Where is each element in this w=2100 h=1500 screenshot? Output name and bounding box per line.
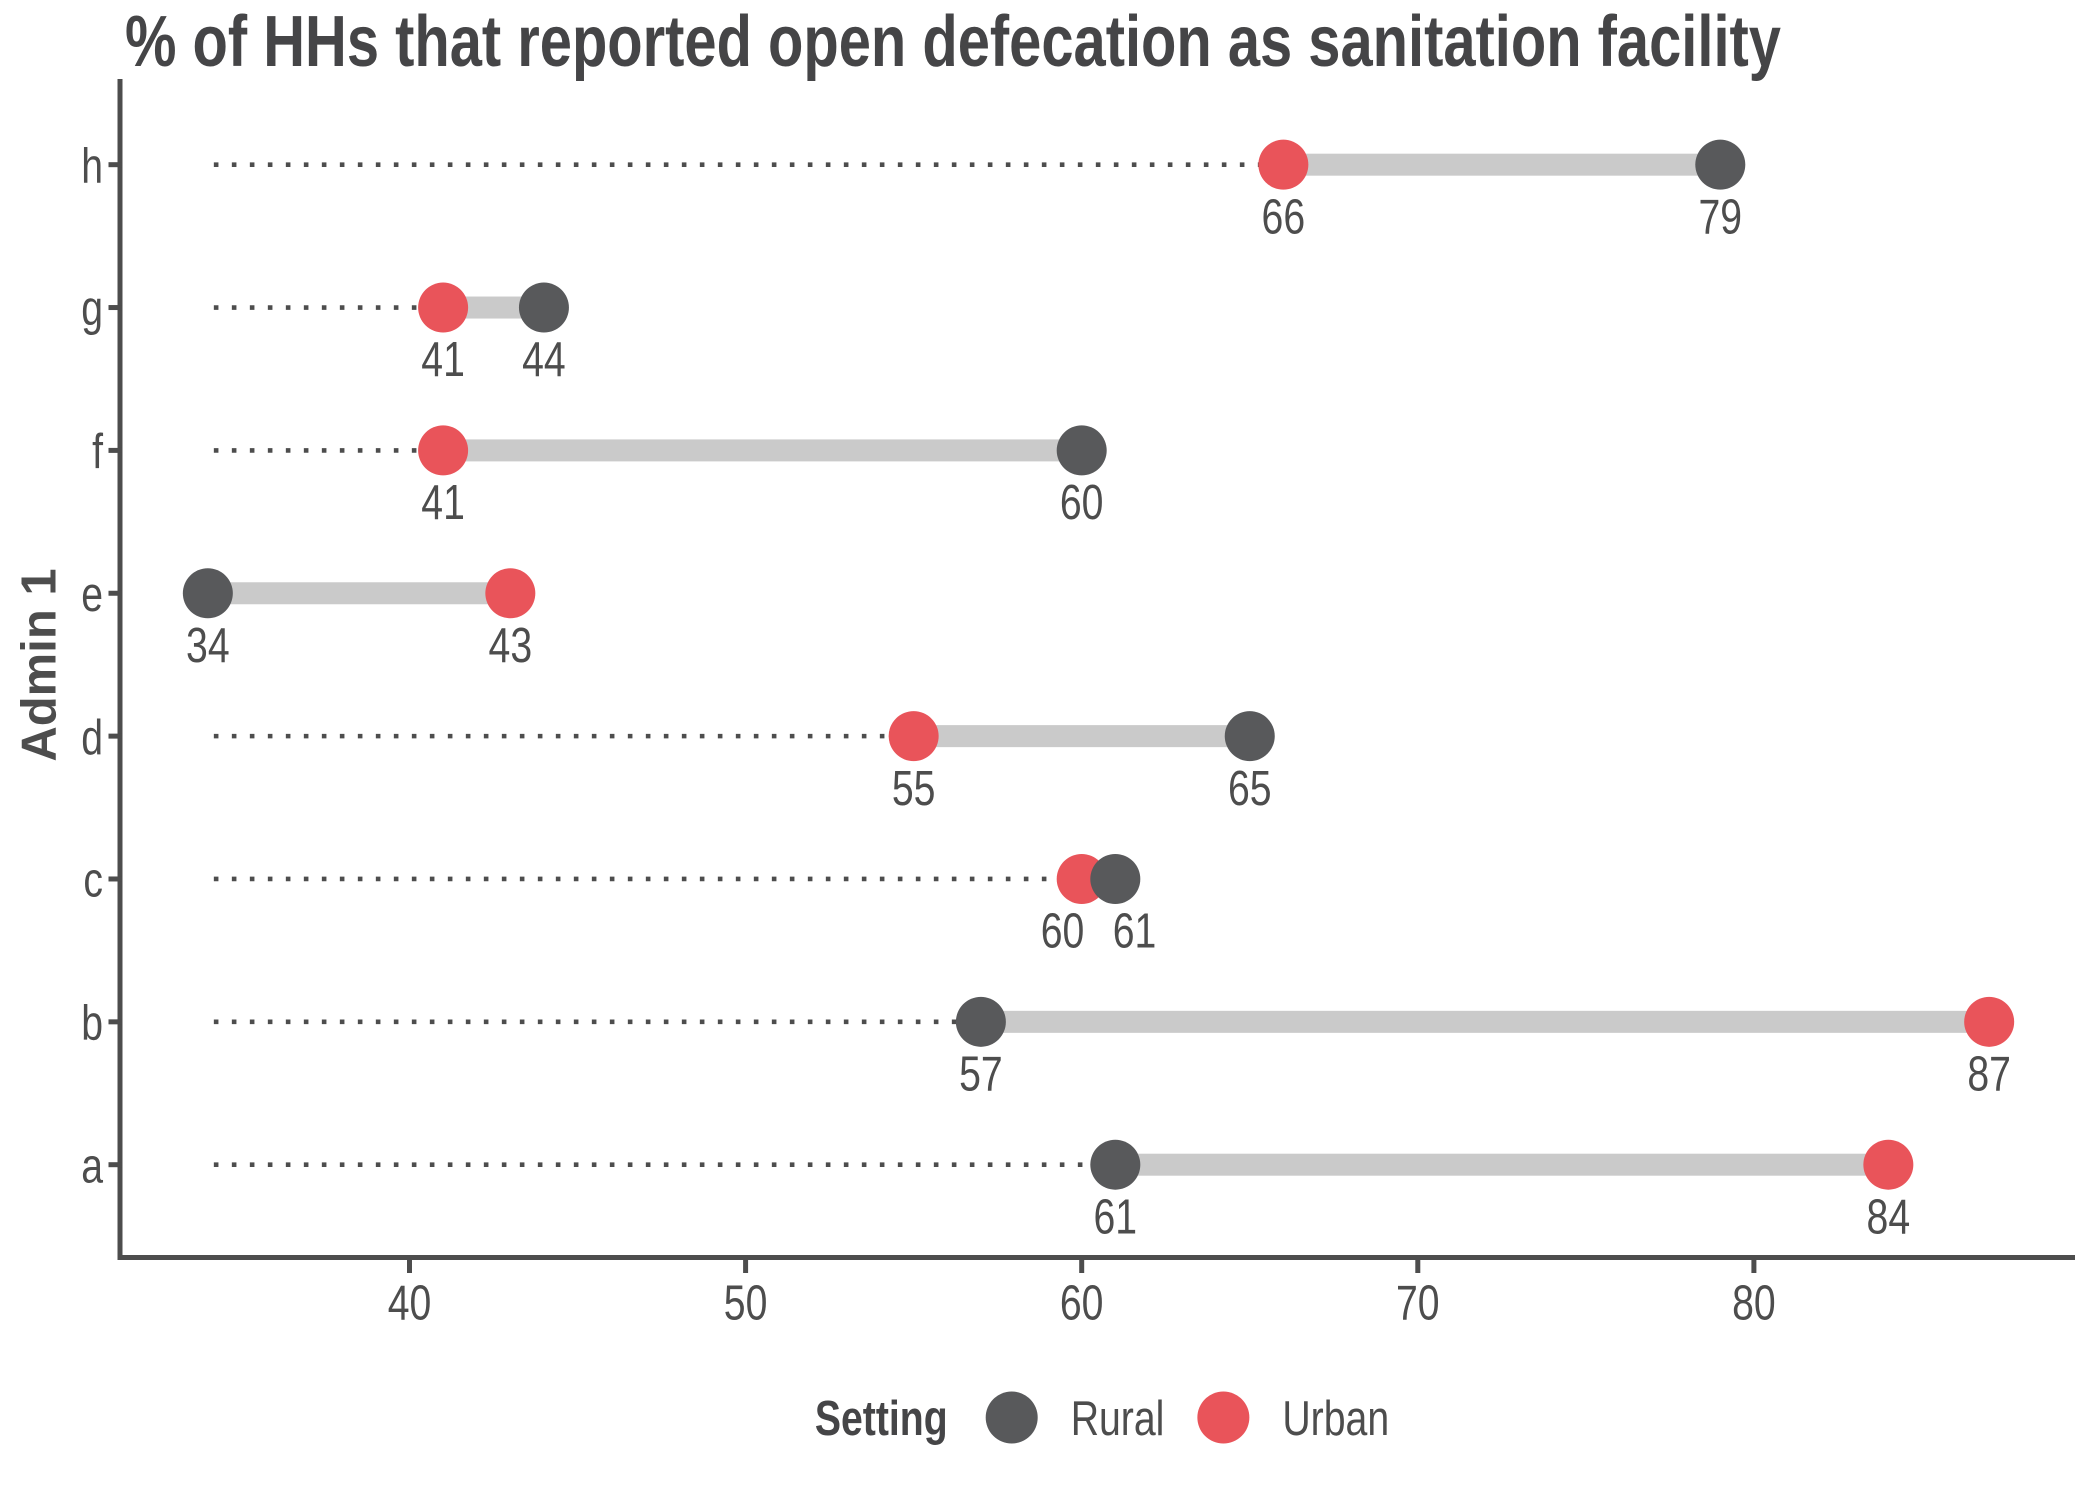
connector-bar <box>1283 153 1721 176</box>
y-axis-category-label: d <box>81 711 103 765</box>
rural-value-label: 61 <box>1113 905 1157 959</box>
urban-dot <box>418 282 469 333</box>
x-axis-tick-label: 40 <box>388 1277 432 1331</box>
y-axis-category-label: g <box>81 282 103 336</box>
rural-dot <box>1224 711 1275 762</box>
urban-dot <box>1964 996 2015 1047</box>
rural-value-label: 44 <box>522 333 566 387</box>
urban-dot <box>1863 1139 1914 1190</box>
urban-value-label: 87 <box>1967 1047 2011 1101</box>
rural-value-label: 79 <box>1698 190 1742 244</box>
x-axis-tick-label: 70 <box>1396 1277 1440 1331</box>
x-axis-tick-label: 80 <box>1732 1277 1776 1331</box>
urban-value-label: 41 <box>421 333 465 387</box>
connector-bar <box>980 1010 1990 1033</box>
row-f: f 41 60 <box>92 425 1107 530</box>
rural-dot <box>955 996 1006 1047</box>
rural-dot <box>1056 425 1107 476</box>
row-g: g 41 44 <box>81 282 569 387</box>
rural-value-label: 34 <box>186 619 230 673</box>
connector-bar <box>1115 1153 1889 1176</box>
y-axis-category-label: f <box>92 425 103 479</box>
legend-rural-dot-icon <box>985 1391 1038 1444</box>
legend-rural-label: Rural <box>1071 1392 1165 1446</box>
rural-dot <box>1090 853 1141 904</box>
row-a: a 84 61 <box>81 1139 1914 1244</box>
connector-bar <box>443 439 1082 462</box>
legend-urban-dot-icon <box>1197 1391 1250 1444</box>
row-b: b 87 57 <box>81 996 2015 1101</box>
urban-dot <box>418 425 469 476</box>
rural-dot <box>518 282 569 333</box>
legend: Setting Rural Urban <box>815 1391 1389 1446</box>
rural-value-label: 61 <box>1094 1190 1138 1244</box>
rural-value-label: 57 <box>959 1047 1003 1101</box>
y-axis-title: Admin 1 <box>13 568 67 761</box>
plot-rows: a 84 61 b 87 57 c 60 61 d 55 65 e 43 34 f 41 60 g 41 44 h 66 79 <box>81 139 2015 1244</box>
chart-title: % of HHs that reported open defecation a… <box>125 2 1781 82</box>
y-axis-category-label: a <box>81 1139 103 1193</box>
urban-value-label: 41 <box>421 476 465 530</box>
urban-value-label: 66 <box>1262 190 1306 244</box>
y-axis-category-label: c <box>83 854 103 908</box>
x-axis-tick-label: 50 <box>724 1277 768 1331</box>
y-axis-category-label: h <box>81 139 103 193</box>
row-c: c 60 61 <box>83 854 1156 959</box>
y-axis-category-label: b <box>81 996 103 1050</box>
urban-value-label: 84 <box>1867 1190 1911 1244</box>
urban-dot <box>888 711 939 762</box>
row-h: h 66 79 <box>81 139 1746 244</box>
connector-bar <box>443 296 544 319</box>
urban-dot <box>485 568 536 619</box>
urban-value-label: 55 <box>892 762 936 816</box>
connector-bar <box>913 725 1250 748</box>
rural-dot <box>1090 1139 1141 1190</box>
row-d: d 55 65 <box>81 711 1275 816</box>
connector-bar <box>207 582 511 605</box>
urban-value-label: 43 <box>489 619 533 673</box>
x-axis-tick-label: 60 <box>1060 1277 1104 1331</box>
y-axis-category-label: e <box>81 568 103 622</box>
rural-value-label: 65 <box>1228 762 1272 816</box>
legend-urban-label: Urban <box>1282 1392 1389 1446</box>
legend-title: Setting <box>815 1392 948 1446</box>
rural-value-label: 60 <box>1060 476 1104 530</box>
axes: 40 50 60 70 80 <box>117 79 2075 1331</box>
urban-value-label: 60 <box>1041 905 1085 959</box>
row-e: e 43 34 <box>81 568 536 673</box>
urban-dot <box>1258 139 1309 190</box>
rural-dot <box>1695 139 1746 190</box>
rural-dot <box>182 568 233 619</box>
